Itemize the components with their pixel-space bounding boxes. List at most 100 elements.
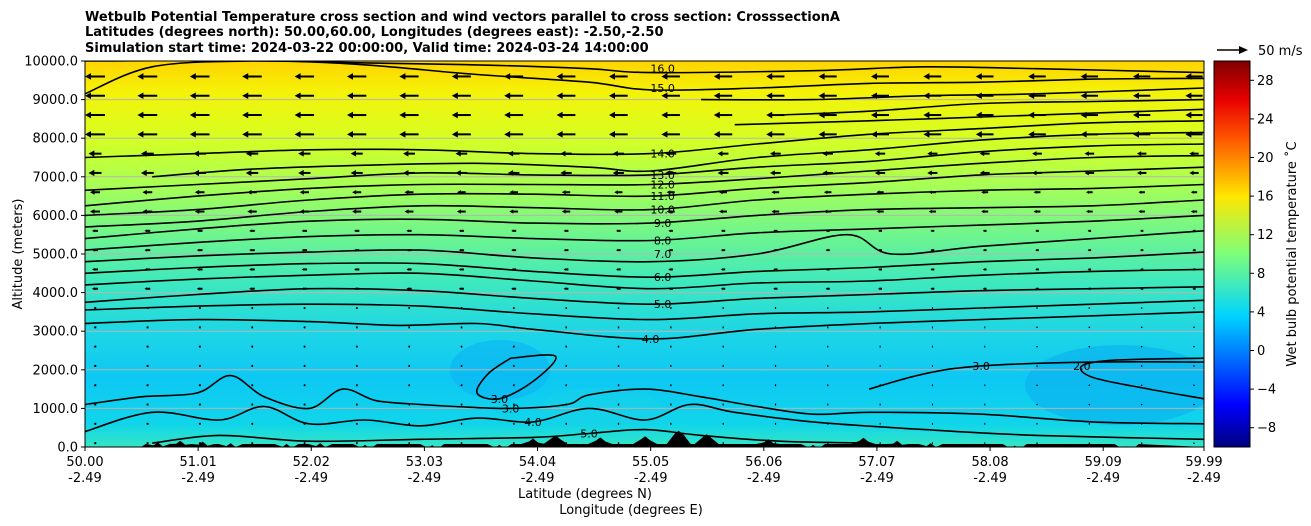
wind-vector-dot: [1140, 307, 1143, 309]
wind-vector-head: [350, 150, 357, 157]
wind-vector-head: [923, 111, 930, 119]
wind-vector-head: [1132, 111, 1139, 119]
wind-vector-head: [722, 404, 723, 405]
x-tick-label-lat: 50.00: [66, 455, 103, 470]
wind-vector-head: [504, 111, 511, 119]
wind-vector-head: [242, 131, 249, 138]
wind-vector-head: [826, 307, 828, 309]
wind-vector-head: [722, 307, 723, 309]
wind-vector-head: [407, 346, 409, 348]
colorbar-tick-label: −4: [1257, 383, 1276, 398]
wind-vector-head: [404, 190, 409, 195]
wind-vector-head: [90, 209, 95, 215]
wind-vector-head: [720, 249, 723, 252]
wind-vector-head: [931, 365, 933, 367]
wind-vector-head: [354, 287, 357, 291]
wind-vector-head: [1035, 229, 1037, 232]
wind-vector-head: [404, 209, 409, 214]
colorbar-gradient: [1213, 60, 1251, 448]
wind-vector-head: [616, 268, 619, 271]
wind-vector-head: [352, 189, 357, 195]
wind-vector-head: [931, 442, 933, 444]
wind-vector-head: [826, 404, 828, 405]
wind-vector-dot: [1193, 423, 1195, 425]
wind-vector-head: [984, 384, 985, 386]
wind-vector-head: [399, 111, 406, 119]
wind-vector-head: [766, 73, 773, 80]
wind-vector-head: [609, 92, 615, 100]
contour-label: 4.0: [524, 416, 542, 429]
wind-vector-head: [1190, 190, 1194, 194]
wind-vector-head: [565, 346, 566, 348]
wind-vector-head: [355, 423, 357, 425]
wind-vector-head: [719, 190, 723, 195]
wind-vector-head: [565, 326, 566, 328]
wind-vector-head: [617, 326, 619, 328]
wind-vector-head: [198, 423, 200, 425]
wind-vector-head: [511, 268, 514, 271]
wind-vector-head: [196, 268, 200, 271]
wind-vector-head: [931, 327, 933, 328]
wind-key: 50 m/s: [1217, 44, 1303, 59]
wind-vector-head: [879, 327, 880, 328]
wind-vector-head: [455, 150, 461, 157]
title-block: Wetbulb Potential Temperature cross sect…: [85, 10, 840, 56]
x-tick-label-lat: 54.04: [519, 455, 556, 470]
wind-vector-head: [713, 111, 720, 119]
wind-vector-head: [774, 423, 776, 425]
wind-vector-head: [774, 365, 776, 367]
y-tick-label: 10000.0: [24, 55, 78, 70]
wind-vector-head: [144, 248, 148, 252]
wind-vector-head: [773, 268, 776, 271]
y-tick-label: 3000.0: [33, 325, 79, 340]
wind-vector-dot: [1140, 442, 1143, 444]
chart-title-line-2: Latitudes (degrees north): 50.00,60.00, …: [85, 25, 664, 40]
wind-vector-head: [713, 131, 720, 138]
contour-line: [85, 120, 1204, 159]
wind-vector-dot: [1193, 365, 1195, 367]
wind-vector-dot: [1193, 403, 1195, 406]
wind-vector-head: [669, 307, 671, 309]
contour-label: 3.0: [972, 360, 990, 373]
wind-vector-head: [198, 346, 200, 348]
wind-vector-head: [1086, 190, 1090, 194]
wind-vector-head: [407, 384, 409, 386]
wind-vector-head: [249, 248, 252, 252]
wind-vector-head: [406, 287, 409, 291]
wind-vector-head: [931, 346, 933, 347]
wind-vector-head: [774, 384, 776, 386]
wind-vector-head: [249, 268, 252, 271]
wind-vector-head: [198, 326, 200, 328]
wind-vector-head: [512, 346, 514, 348]
wind-vector-head: [769, 150, 775, 157]
wind-vector-head: [774, 307, 776, 309]
contour-line: [85, 61, 1204, 91]
wind-vector-head: [931, 307, 933, 309]
wind-vector-head: [565, 404, 566, 405]
wind-vector-head: [1192, 268, 1194, 271]
wind-vector-head: [399, 92, 406, 100]
wind-vector-head: [455, 170, 461, 176]
x-tick-label-lon: -2.49: [521, 471, 555, 486]
wind-vector-dot: [1140, 423, 1143, 425]
wind-vector-head: [565, 307, 566, 309]
wind-vector-head: [722, 442, 723, 444]
wind-vector-head: [93, 326, 95, 328]
wind-vector-head: [294, 92, 301, 100]
wind-vector-head: [774, 404, 776, 405]
wind-vector-head: [507, 170, 514, 176]
wind-vector-head: [665, 150, 671, 157]
wind-vector-head: [504, 73, 511, 80]
x-tick-label-lat: 52.02: [293, 455, 330, 470]
wind-vector-head: [669, 423, 671, 425]
contour-line: [85, 286, 1204, 306]
wind-vector-head: [403, 150, 409, 157]
colorbar-tick-label: 4: [1257, 305, 1265, 320]
wind-vector-dot: [1193, 384, 1195, 387]
wind-vector-head: [303, 423, 305, 425]
wind-vector-head: [609, 73, 615, 80]
wind-vector-dot: [1140, 403, 1143, 406]
wind-vector-head: [975, 73, 982, 80]
wind-vector-head: [1033, 209, 1037, 214]
wind-vector-head: [876, 190, 880, 195]
